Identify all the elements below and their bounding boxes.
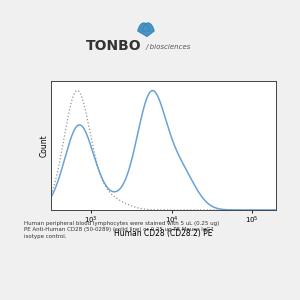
X-axis label: Human CD28 (CD28.2) PE: Human CD28 (CD28.2) PE — [114, 229, 213, 238]
Polygon shape — [138, 23, 154, 36]
Text: Human peripheral blood lymphocytes were stained with 5 uL (0.25 ug)
PE Anti-Huma: Human peripheral blood lymphocytes were … — [24, 220, 219, 239]
Text: / biosciences: / biosciences — [146, 44, 191, 50]
Text: TONBO: TONBO — [85, 40, 141, 53]
Y-axis label: Count: Count — [39, 134, 48, 157]
